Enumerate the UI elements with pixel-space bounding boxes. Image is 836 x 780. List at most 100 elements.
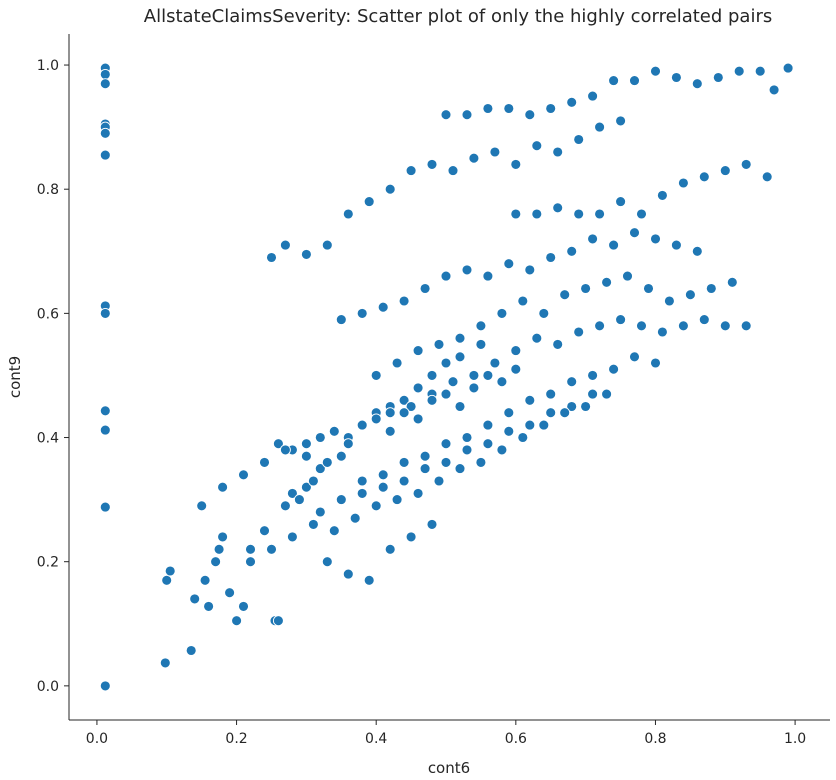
data-point <box>496 307 508 319</box>
data-point <box>615 115 627 127</box>
data-point <box>761 171 773 183</box>
data-point <box>398 407 410 419</box>
data-point <box>412 413 424 425</box>
chart-title: AllstateClaimsSeverity: Scatter plot of … <box>144 6 773 27</box>
data-point <box>342 208 354 220</box>
data-point <box>573 326 585 338</box>
data-point <box>733 65 745 77</box>
data-point <box>99 501 111 513</box>
data-point <box>196 500 208 512</box>
data-point <box>489 146 501 158</box>
data-point <box>468 369 480 381</box>
data-point <box>475 338 487 350</box>
data-point <box>217 481 229 493</box>
data-point <box>217 531 229 543</box>
data-point <box>454 332 466 344</box>
data-point <box>496 376 508 388</box>
data-point <box>99 78 111 90</box>
data-point <box>440 438 452 450</box>
data-point <box>440 357 452 369</box>
data-point <box>538 419 550 431</box>
data-point <box>286 531 298 543</box>
data-point <box>99 149 111 161</box>
data-point <box>321 456 333 468</box>
data-point <box>419 450 431 462</box>
y-tick-label: 0.4 <box>37 431 59 447</box>
data-point <box>601 276 613 288</box>
data-point <box>398 394 410 406</box>
data-point <box>272 438 284 450</box>
data-point <box>384 425 396 437</box>
data-point <box>691 245 703 257</box>
data-point <box>412 487 424 499</box>
data-point <box>677 320 689 332</box>
data-point <box>650 65 661 77</box>
data-point <box>629 227 640 239</box>
data-point <box>566 96 578 108</box>
data-point <box>468 152 480 164</box>
y-tick-label: 1.0 <box>37 58 59 74</box>
data-point <box>768 84 780 96</box>
data-point <box>636 320 647 332</box>
data-point <box>594 320 606 332</box>
data-point <box>461 444 473 456</box>
data-point <box>587 90 599 102</box>
data-point <box>314 463 326 475</box>
data-point <box>161 574 173 586</box>
y-tick-label: 0.2 <box>37 555 59 571</box>
data-point <box>335 450 347 462</box>
data-point <box>538 307 550 319</box>
data-point <box>656 189 668 201</box>
data-point <box>524 394 536 406</box>
data-point <box>615 314 627 326</box>
data-point <box>587 388 599 400</box>
data-point <box>363 196 375 208</box>
data-point <box>377 301 389 313</box>
data-point <box>300 450 312 462</box>
data-point <box>272 615 284 627</box>
data-point <box>328 525 340 537</box>
data-point <box>238 469 249 481</box>
data-point <box>587 369 599 381</box>
data-point <box>740 320 752 332</box>
data-point <box>300 438 312 450</box>
data-point <box>580 283 592 294</box>
data-point <box>210 556 222 568</box>
data-point <box>335 494 347 506</box>
data-point <box>740 158 752 170</box>
data-point <box>266 543 277 555</box>
data-point <box>594 208 606 220</box>
data-point <box>503 407 515 419</box>
data-point <box>342 568 354 580</box>
data-point <box>238 600 249 612</box>
data-point <box>461 432 473 443</box>
data-point <box>203 600 215 612</box>
data-point <box>447 165 459 177</box>
data-point <box>677 177 689 189</box>
data-point <box>300 481 312 493</box>
x-tick-label: 0.8 <box>644 731 666 747</box>
data-point <box>650 233 661 245</box>
data-point <box>189 593 201 605</box>
data-point <box>259 456 270 468</box>
data-point <box>503 258 515 270</box>
data-point <box>391 494 403 506</box>
data-point <box>398 456 410 468</box>
data-point <box>468 382 480 394</box>
data-point <box>503 103 515 114</box>
data-point <box>99 424 111 436</box>
data-point <box>321 239 333 251</box>
x-axis-ticks: 0.0 0.2 0.4 0.6 0.8 1.0 <box>86 720 806 747</box>
data-point <box>705 283 717 294</box>
data-point <box>370 500 382 512</box>
data-point <box>440 388 452 400</box>
y-axis-ticks: 0.0 0.2 0.4 0.6 0.8 1.0 <box>37 58 69 695</box>
data-point <box>335 314 347 326</box>
data-point <box>510 208 522 220</box>
data-point <box>405 531 417 543</box>
data-point <box>510 158 522 170</box>
data-point <box>629 351 640 363</box>
data-point <box>517 432 529 443</box>
data-point <box>475 456 487 468</box>
data-point <box>349 512 361 524</box>
